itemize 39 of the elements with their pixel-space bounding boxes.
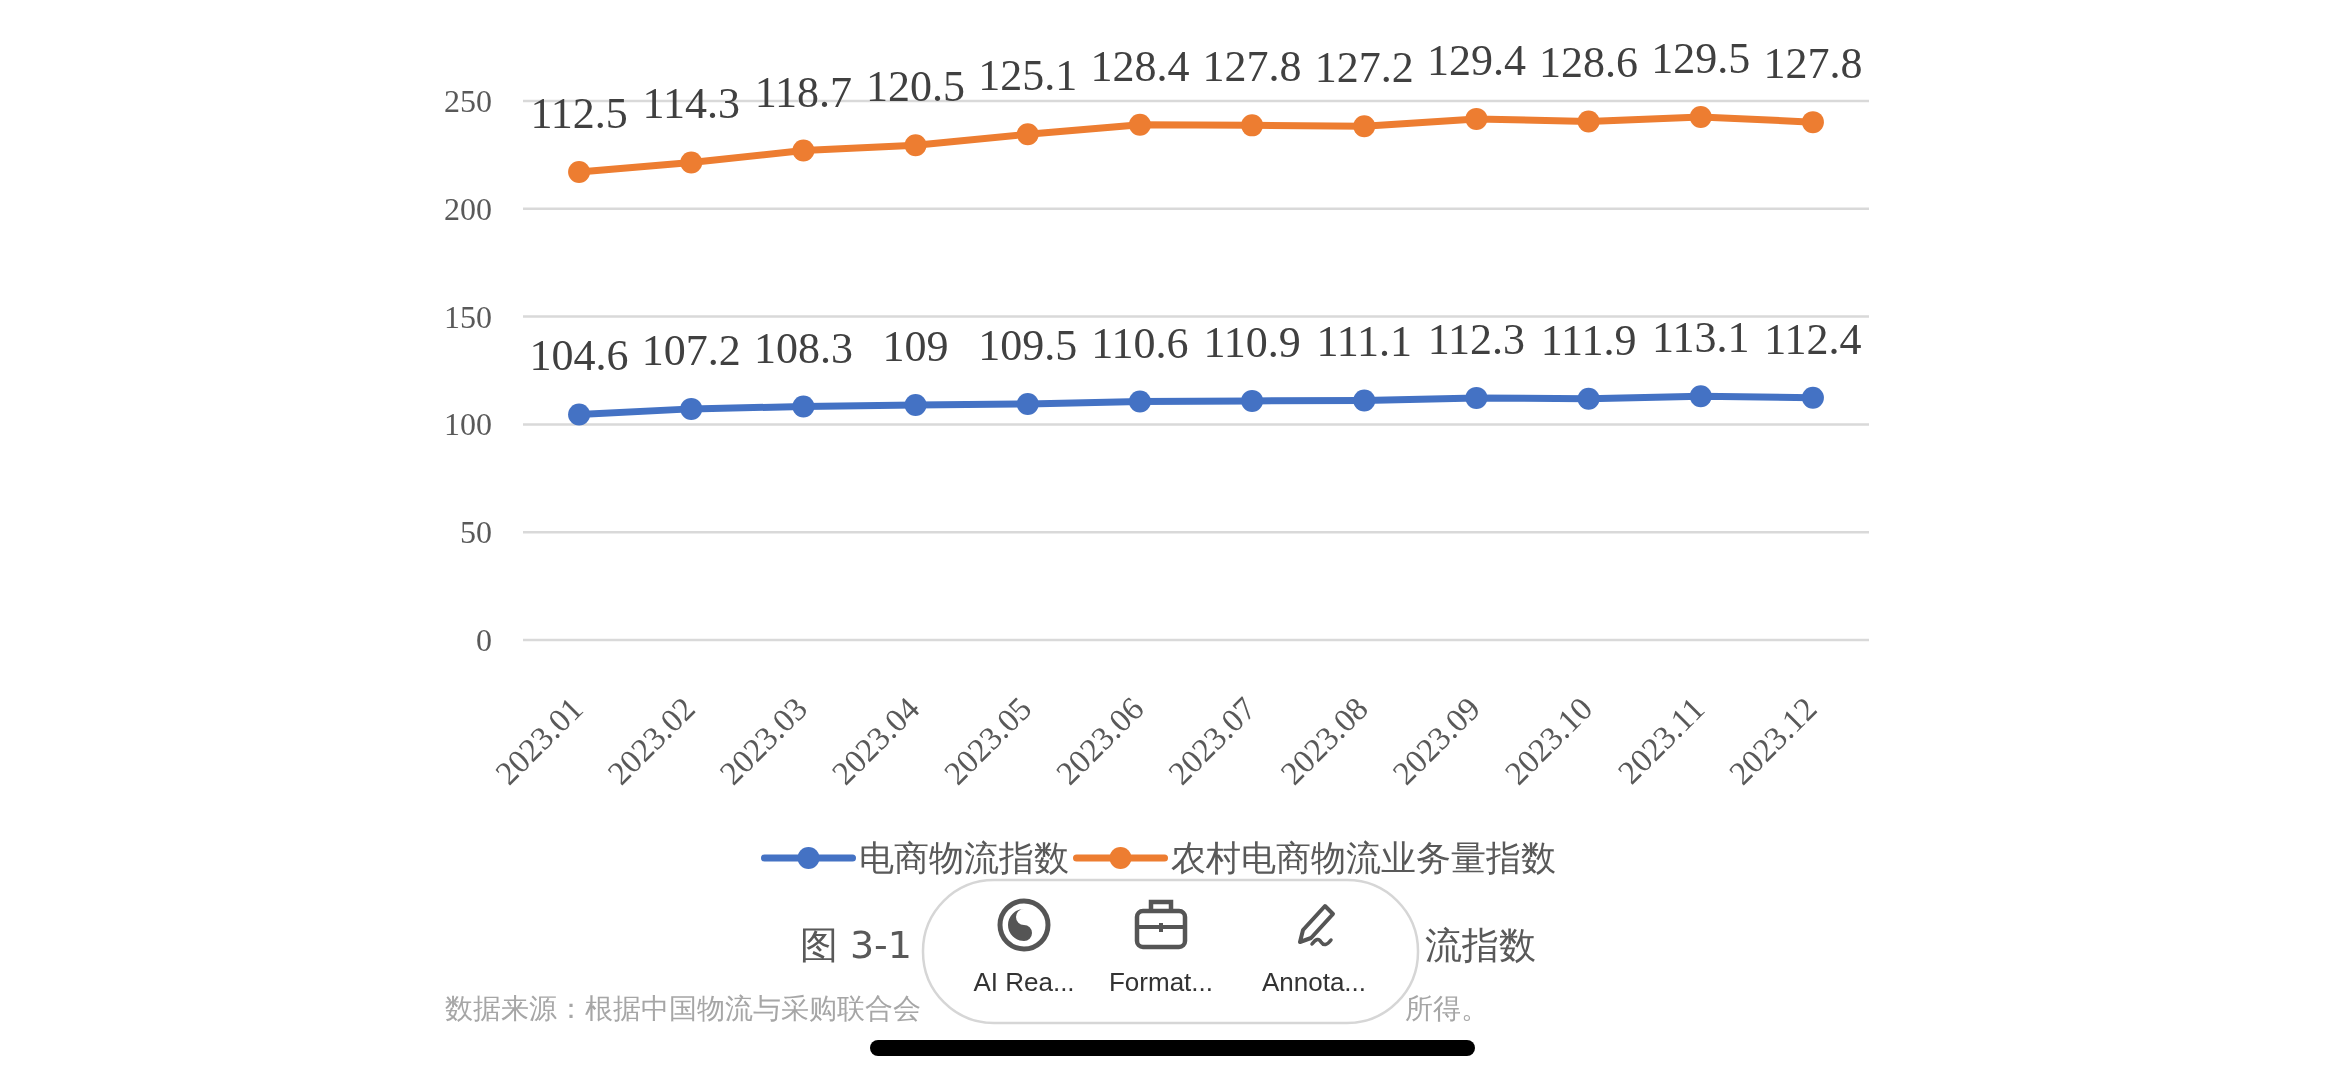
data-label: 111.9	[1540, 315, 1637, 365]
legend-label: 农村电商物流业务量指数	[1170, 838, 1556, 878]
data-label: 107.2	[641, 325, 741, 375]
source-note: 所得。	[1405, 991, 1489, 1025]
point-annotation: 129.4	[1426, 35, 1526, 85]
y-tick-label: 0	[476, 622, 492, 658]
data-label: 104.6	[529, 331, 629, 381]
title-fragment: 流指数	[1425, 923, 1536, 967]
data-label: 112.3	[1427, 314, 1526, 364]
point-annotation: 127.2	[1314, 43, 1414, 93]
point-annotation: 129.5	[1651, 33, 1751, 83]
data-label: 111.1	[1316, 317, 1413, 367]
point-annotation: 114.3	[642, 79, 740, 129]
data-label: 112.4	[1764, 314, 1862, 364]
data-label: 109.5	[978, 320, 1078, 370]
legend-label: 电商物流指数	[858, 838, 1069, 878]
point-annotation: 118.7	[754, 67, 853, 117]
y-tick-label: 100	[444, 406, 492, 443]
source-note: 数据来源：根据中国物流与采购联合会	[445, 991, 921, 1025]
point-annotation: 127.8	[1763, 39, 1863, 89]
toolbar-button-label: AI Rea...	[973, 967, 1075, 997]
y-tick-label: 50	[460, 514, 492, 551]
title: 图 3-1	[799, 923, 912, 967]
toolbar-button-label: Annota...	[1261, 967, 1367, 997]
point-annotation: 128.6	[1539, 38, 1639, 88]
point-annotation: 128.4	[1090, 41, 1190, 91]
point-annotation: 112.5	[530, 88, 628, 138]
y-tick-label: 200	[444, 190, 492, 227]
y-tick-label: 150	[444, 298, 492, 335]
y-tick-label: 250	[444, 83, 492, 119]
data-label: 110.6	[1091, 318, 1189, 368]
data-label: 109	[882, 322, 949, 371]
data-label: 113.1	[1652, 313, 1750, 363]
point-annotation: 127.8	[1202, 42, 1302, 92]
point-annotation: 120.5	[866, 62, 966, 112]
toolbar-button-label: Format...	[1109, 967, 1213, 997]
data-label: 108.3	[753, 323, 853, 373]
data-label: 110.9	[1203, 317, 1301, 367]
point-annotation: 125.1	[978, 51, 1078, 101]
